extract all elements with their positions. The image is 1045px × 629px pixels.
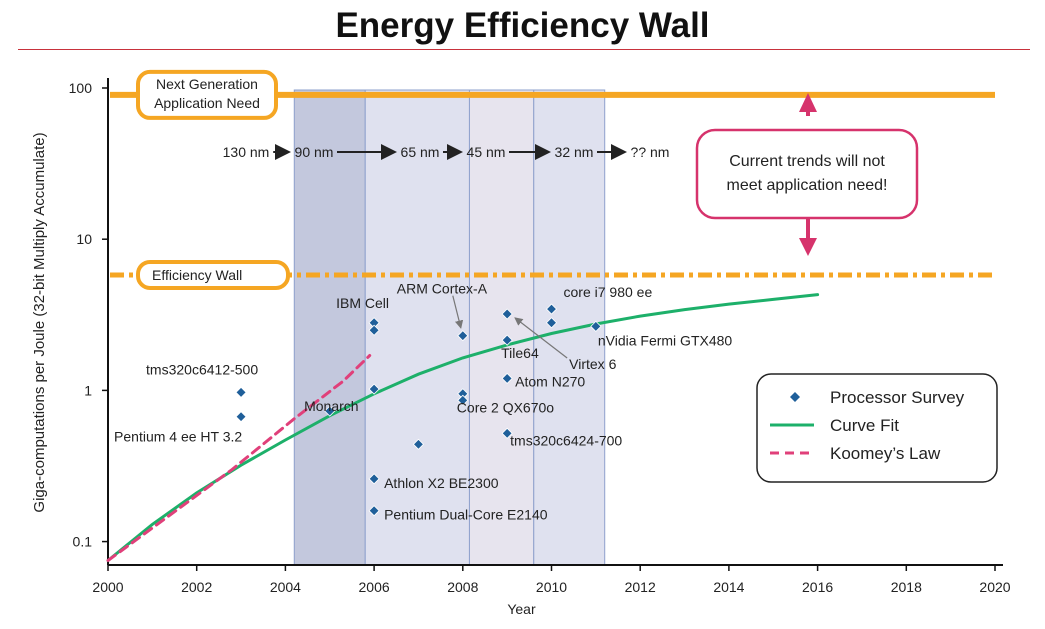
x-tick-label: 2014: [713, 579, 744, 595]
callout-text: meet application need!: [727, 177, 888, 194]
survey-point-label: Athlon X2 BE2300: [384, 475, 499, 491]
survey-point: [368, 505, 380, 517]
reference-label-text: Application Need: [154, 95, 260, 111]
y-tick-label: 10: [76, 231, 92, 247]
x-tick-label: 2008: [447, 579, 478, 595]
survey-point: [457, 330, 469, 342]
x-tick-label: 2002: [181, 579, 212, 595]
survey-point-label: tms320c6412-500: [146, 361, 258, 377]
chart-series: tms320c6412-500 Pentium 4 ee HT 3.2 IBM Ce…: [106, 281, 820, 562]
title-rule: [18, 49, 1030, 50]
x-axis-label: Year: [507, 601, 536, 617]
chart-axes: 2000 2002 2004 2006 2008 2010 2012 2014 2016 2018…: [31, 78, 1011, 617]
survey-point-label: core i7 980 ee: [564, 284, 653, 300]
reference-label-text: Next Generation: [156, 76, 258, 92]
koomey-law-line: [106, 354, 372, 562]
survey-point-label: ARM Cortex-A: [397, 281, 488, 297]
process-band-0: [293, 89, 366, 566]
survey-point: [235, 411, 247, 423]
x-tick-label: 2010: [536, 579, 567, 595]
legend-box: [756, 373, 998, 483]
y-tick-label: 0.1: [73, 534, 93, 550]
survey-point-label: nVidia Fermi GTX480: [598, 332, 733, 348]
legend-entry: Curve Fit: [830, 416, 899, 435]
x-tick-label: 2000: [92, 579, 123, 595]
survey-point-label: Core 2 QX670o: [457, 399, 554, 415]
reference-label-box-0: [136, 69, 278, 120]
callout-arrow-down-head: [799, 238, 817, 256]
survey-point: [368, 383, 380, 395]
x-tick-label: 2020: [979, 579, 1010, 595]
process-band-1: [364, 89, 470, 566]
survey-point: [501, 427, 513, 439]
survey-point-label: Tile64: [501, 345, 539, 361]
x-tick-label: 2012: [625, 579, 656, 595]
process-node-label: 32 nm: [555, 144, 594, 160]
callout-arrow-up-head: [799, 93, 817, 112]
survey-point: [545, 303, 558, 315]
reference-label-box-1: [136, 259, 290, 290]
process-band-2: [468, 89, 535, 566]
chart-legend: Processor Survey Curve Fit Koomey’s Law: [756, 373, 998, 483]
x-tick-label: 2016: [802, 579, 833, 595]
survey-point: [412, 438, 425, 450]
survey-point-label: IBM Cell: [336, 295, 389, 311]
process-node-label: 130 nm: [223, 144, 270, 160]
arm-pointer-arrow: [452, 295, 464, 329]
process-node-labels: 130 nm 90 nm 65 nm 45 nm 32 nm ?? nm: [223, 144, 670, 160]
callout: Current trends will not meet application …: [695, 93, 919, 256]
x-tick-label: 2004: [270, 579, 301, 595]
process-node-label: 65 nm: [401, 144, 440, 160]
survey-point: [368, 324, 380, 336]
process-node-bands: [293, 89, 606, 566]
chart-title: Energy Efficiency Wall: [335, 6, 710, 45]
survey-point: [324, 405, 336, 417]
survey-point-label: Pentium 4 ee HT 3.2: [114, 429, 242, 445]
survey-point-label: Atom N270: [515, 373, 585, 389]
survey-point: [545, 317, 558, 329]
y-tick-label: 100: [69, 80, 93, 96]
reference-lines: Next Generation Application Need Efficienc…: [110, 69, 995, 290]
y-tick-label: 1: [84, 382, 92, 398]
survey-point: [235, 386, 247, 398]
callout-text: Current trends will not: [729, 153, 885, 170]
reference-label-text: Efficiency Wall: [152, 267, 242, 283]
survey-point: [501, 308, 513, 320]
survey-point-label: Monarch: [304, 398, 358, 414]
survey-point: [501, 334, 513, 346]
survey-point-label: Pentium Dual-Core E2140: [384, 507, 548, 523]
survey-point-label: tms320c6424-700: [510, 432, 622, 448]
x-tick-label: 2018: [891, 579, 922, 595]
virtex-pointer-arrow: [514, 317, 568, 359]
y-axis-label: Giga-computations per Joule (32-bit Mult…: [31, 132, 48, 512]
process-node-label: 90 nm: [295, 144, 334, 160]
process-node-label: 45 nm: [467, 144, 506, 160]
survey-point: [590, 320, 602, 332]
survey-point-label: Virtex 6: [569, 356, 616, 372]
survey-point: [368, 473, 380, 485]
survey-point: [457, 394, 469, 406]
x-tick-label: 2006: [359, 579, 390, 595]
curve-fit-line: [106, 293, 820, 562]
process-node-label: ?? nm: [631, 144, 670, 160]
callout-box: [695, 128, 919, 220]
legend-marker-survey: [790, 392, 800, 402]
legend-entry: Koomey’s Law: [830, 444, 941, 463]
legend-entry: Processor Survey: [830, 388, 965, 407]
survey-point: [501, 372, 513, 384]
